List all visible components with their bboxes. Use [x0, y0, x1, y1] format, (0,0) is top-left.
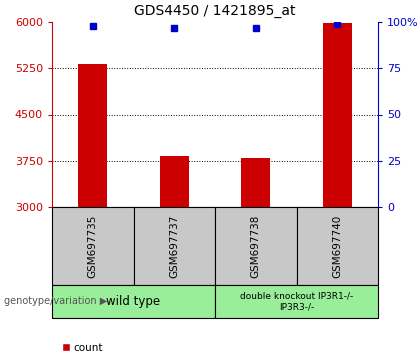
- Bar: [160, 156, 189, 207]
- Text: GSM697740: GSM697740: [332, 215, 342, 278]
- Bar: [79, 64, 107, 207]
- Bar: [52, 207, 134, 285]
- Text: GSM697737: GSM697737: [169, 214, 179, 278]
- Bar: [241, 158, 270, 207]
- Bar: [297, 207, 378, 285]
- Bar: [215, 285, 378, 318]
- Text: double knockout IP3R1-/-
IP3R3-/-: double knockout IP3R1-/- IP3R3-/-: [240, 292, 353, 311]
- Title: GDS4450 / 1421895_at: GDS4450 / 1421895_at: [134, 4, 296, 18]
- Legend: count, percentile rank within the sample: count, percentile rank within the sample: [57, 339, 254, 354]
- Text: wild type: wild type: [106, 295, 160, 308]
- Text: GSM697735: GSM697735: [88, 214, 98, 278]
- Text: GSM697738: GSM697738: [251, 214, 261, 278]
- Bar: [215, 207, 297, 285]
- Bar: [52, 285, 215, 318]
- Bar: [134, 207, 215, 285]
- Text: genotype/variation ▶: genotype/variation ▶: [4, 297, 108, 307]
- Bar: [323, 23, 352, 207]
